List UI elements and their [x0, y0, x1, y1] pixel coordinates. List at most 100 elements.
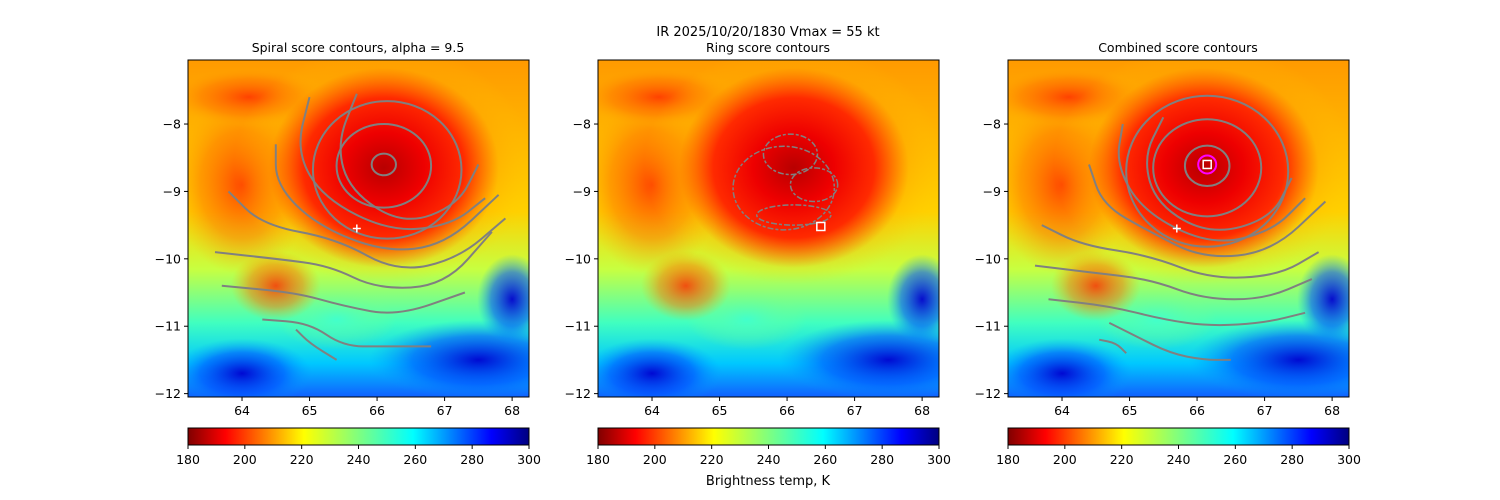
- closed-contour: [1125, 94, 1290, 248]
- colorbar-tick-label: 300: [1337, 452, 1361, 467]
- y-tick-label: −8: [573, 117, 591, 132]
- cold-area: [887, 254, 939, 345]
- colorbar-tick-label: 200: [643, 452, 667, 467]
- y-tick-label: −11: [155, 319, 181, 334]
- cold-area: [598, 338, 722, 397]
- colorbar-tick-label: 240: [347, 452, 371, 467]
- y-tick-label: −10: [155, 251, 181, 266]
- panel-combined: Combined score contours 64 65 66 67 68 −8 −9 −…: [975, 40, 1361, 467]
- y-tick-label: −12: [975, 386, 1001, 401]
- heatmap-plot-area: [1007, 59, 1350, 398]
- x-tick-label: 68: [504, 403, 520, 418]
- spiral-contour: [1099, 338, 1127, 354]
- plot-frame: [1007, 59, 1350, 398]
- x-tick-label: 68: [1324, 403, 1340, 418]
- colorbar-tick-label: 300: [517, 452, 541, 467]
- colorbar-tick-label: 260: [813, 452, 837, 467]
- panel-spiral: Spiral score contours, alpha = 9.5 64 65 6…: [155, 40, 541, 467]
- y-tick-label: −11: [565, 319, 591, 334]
- spiral-contour: [227, 190, 507, 269]
- spiral-contour: [1117, 123, 1306, 242]
- colorbar-tick-label: 220: [1110, 452, 1134, 467]
- ring-contour: [732, 145, 836, 231]
- colorbar-tick-label: 260: [403, 452, 427, 467]
- cold-area: [188, 338, 312, 397]
- y-tick-label: −9: [573, 184, 591, 199]
- brightness-temperature-image: [188, 60, 529, 397]
- spiral-contour: [1108, 322, 1231, 361]
- closed-contour: [1152, 118, 1263, 218]
- x-tick-label: 68: [914, 403, 930, 418]
- colorbar-tick-label: 220: [290, 452, 314, 467]
- colorbar-tick-label: 280: [460, 452, 484, 467]
- y-tick-label: −12: [565, 386, 591, 401]
- colorbar-tick-label: 180: [586, 452, 610, 467]
- y-tick-label: −10: [975, 251, 1001, 266]
- plot-frame: [597, 59, 940, 398]
- x-tick-label: 65: [1122, 403, 1138, 418]
- x-tick-label: 65: [712, 403, 728, 418]
- x-tick-label: 67: [437, 403, 453, 418]
- x-tick-label: 64: [644, 403, 660, 418]
- y-tick-label: −8: [983, 117, 1001, 132]
- closed-contour: [311, 100, 463, 240]
- y-tick-label: −12: [155, 386, 181, 401]
- closed-contour: [1183, 144, 1231, 188]
- center-square-marker: [1202, 159, 1212, 170]
- colorbar: 180 200 220 240 260 280 300: [586, 427, 951, 467]
- colorbar-gradient: [1007, 427, 1350, 446]
- spiral-contour: [1146, 116, 1293, 231]
- plot-frame: [187, 59, 530, 398]
- cold-area: [1008, 338, 1132, 397]
- cloud-band: [1050, 250, 1141, 321]
- heatmap-plot-area: [187, 59, 530, 398]
- y-axis: −8 −9 −10 −11 −12: [565, 117, 598, 401]
- center-estimate-plus-marker: [352, 224, 361, 233]
- x-tick-label: 66: [779, 403, 795, 418]
- colorbar-tick-label: 280: [870, 452, 894, 467]
- spiral-contour: [221, 284, 466, 314]
- x-tick-label: 66: [1189, 403, 1205, 418]
- colorbar-tick-label: 180: [996, 452, 1020, 467]
- colorbar-label: Brightness temp, K: [706, 474, 831, 489]
- ring-contour: [762, 133, 819, 176]
- center-estimate-plus-marker: [1172, 224, 1181, 233]
- center-circle-marker: [1197, 154, 1218, 175]
- cloud-band: [640, 250, 731, 321]
- colorbar-tick-label: 240: [1167, 452, 1191, 467]
- colorbar-tick-label: 200: [1053, 452, 1077, 467]
- ring-contour: [755, 204, 832, 226]
- panel-title: Combined score contours: [1098, 40, 1258, 55]
- colorbar-gradient: [187, 427, 530, 446]
- cold-area: [1297, 254, 1349, 345]
- spiral-contour: [214, 231, 493, 289]
- colorbar-tick-label: 180: [176, 452, 200, 467]
- x-tick-label: 67: [1257, 403, 1273, 418]
- spiral-contour: [299, 96, 486, 231]
- x-tick-label: 64: [1054, 403, 1070, 418]
- colorbar-tick-label: 220: [700, 452, 724, 467]
- ring-contour: [789, 167, 839, 203]
- spiral-contour: [1088, 164, 1327, 258]
- spiral-contour: [1048, 298, 1306, 327]
- colorbar-tick-label: 200: [233, 452, 257, 467]
- cold-area: [368, 319, 529, 397]
- y-tick-label: −9: [983, 184, 1001, 199]
- y-axis: −8 −9 −10 −11 −12: [975, 117, 1008, 401]
- panel-title: Ring score contours: [706, 40, 830, 55]
- brightness-temperature-image: [598, 60, 939, 397]
- figure-suptitle: IR 2025/10/20/1830 Vmax = 55 kt: [656, 25, 879, 40]
- center-square-marker: [816, 221, 826, 232]
- cloud-band: [230, 250, 321, 321]
- colorbar-gradient: [597, 427, 940, 446]
- cold-area: [778, 319, 939, 397]
- cold-area: [477, 254, 529, 345]
- spiral-contour: [295, 328, 338, 361]
- colorbar-tick-label: 280: [1280, 452, 1304, 467]
- panel-title: Spiral score contours, alpha = 9.5: [252, 40, 465, 55]
- closed-contour: [335, 123, 433, 209]
- x-tick-label: 65: [302, 403, 318, 418]
- colorbar: 180 200 220 240 260 280 300: [176, 427, 541, 467]
- spiral-contour: [262, 318, 432, 348]
